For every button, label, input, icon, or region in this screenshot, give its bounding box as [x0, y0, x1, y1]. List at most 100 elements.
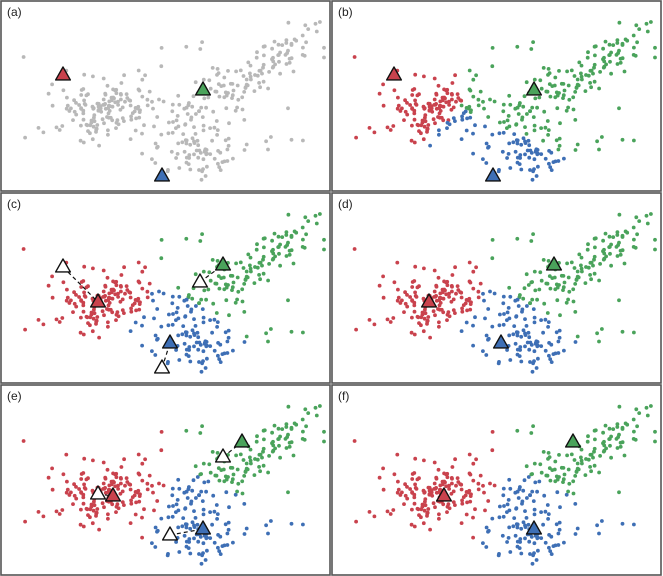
- data-point: [94, 322, 98, 326]
- data-point: [501, 109, 505, 113]
- data-point: [245, 462, 249, 466]
- data-point: [506, 119, 510, 123]
- data-point: [354, 136, 358, 140]
- data-point: [589, 85, 593, 89]
- data-point: [85, 123, 89, 127]
- data-point: [79, 93, 83, 97]
- data-point: [188, 168, 192, 172]
- data-point: [176, 306, 180, 310]
- data-point: [535, 344, 539, 348]
- data-point: [204, 106, 208, 110]
- data-point: [593, 255, 597, 259]
- data-point: [215, 474, 219, 478]
- data-point: [227, 521, 231, 525]
- data-point: [519, 552, 523, 556]
- data-point: [444, 281, 448, 285]
- data-point: [245, 270, 249, 274]
- data-point: [410, 316, 414, 320]
- data-point: [586, 242, 590, 246]
- data-point: [416, 123, 420, 127]
- data-point: [570, 453, 574, 457]
- data-point: [593, 464, 597, 468]
- data-point: [482, 107, 486, 111]
- data-point: [453, 503, 457, 507]
- data-point: [535, 152, 539, 156]
- data-point: [177, 317, 181, 321]
- data-point: [215, 282, 219, 286]
- data-point: [530, 298, 534, 302]
- data-point: [577, 253, 581, 257]
- data-point: [433, 482, 437, 486]
- panel-label: (f): [338, 389, 349, 403]
- data-point: [573, 282, 577, 286]
- data-point: [187, 485, 191, 489]
- data-point: [322, 238, 326, 242]
- data-point: [304, 232, 308, 236]
- data-point: [190, 489, 194, 493]
- data-point: [227, 137, 231, 141]
- data-point: [438, 104, 442, 108]
- data-point: [567, 482, 571, 486]
- data-point: [454, 292, 458, 296]
- data-point: [353, 247, 357, 251]
- data-point: [207, 78, 211, 82]
- data-point: [413, 333, 417, 337]
- data-point: [218, 287, 222, 291]
- data-point: [119, 477, 123, 481]
- data-point: [389, 128, 393, 132]
- data-point: [285, 446, 289, 450]
- data-point: [276, 437, 280, 441]
- data-point: [182, 107, 186, 111]
- data-point: [536, 165, 540, 169]
- data-point: [235, 298, 239, 302]
- data-point: [140, 78, 144, 82]
- data-point: [94, 514, 98, 518]
- data-point: [77, 103, 81, 107]
- data-point: [253, 89, 257, 93]
- data-point: [167, 505, 171, 509]
- data-point: [353, 439, 357, 443]
- data-point: [547, 128, 551, 132]
- data-point: [280, 43, 284, 47]
- data-point: [197, 109, 201, 113]
- data-point: [497, 552, 501, 556]
- data-point: [493, 292, 497, 296]
- data-point: [525, 272, 529, 276]
- data-point: [410, 523, 414, 527]
- data-point: [594, 236, 598, 240]
- data-point: [433, 98, 437, 102]
- data-point: [425, 514, 429, 518]
- data-point: [479, 282, 483, 286]
- data-point: [159, 256, 163, 260]
- data-point: [82, 118, 86, 122]
- data-point: [589, 277, 593, 281]
- data-point: [242, 74, 246, 78]
- data-point: [483, 509, 487, 513]
- data-point: [91, 75, 95, 79]
- data-point: [381, 275, 385, 279]
- data-point: [88, 131, 92, 135]
- data-point: [533, 97, 537, 101]
- data-point: [77, 295, 81, 299]
- data-point: [558, 329, 562, 333]
- data-point: [241, 492, 245, 496]
- data-point: [188, 527, 192, 531]
- data-point: [187, 293, 191, 297]
- data-point: [304, 40, 308, 44]
- data-point: [292, 262, 296, 266]
- data-point: [637, 27, 641, 31]
- data-point: [533, 508, 537, 512]
- data-point: [553, 460, 557, 464]
- data-point: [594, 428, 598, 432]
- data-point: [523, 286, 527, 290]
- data-point: [473, 123, 477, 127]
- data-point: [202, 97, 206, 101]
- data-point: [248, 456, 252, 460]
- data-point: [253, 281, 257, 285]
- data-point: [611, 43, 615, 47]
- data-point: [243, 532, 247, 536]
- data-point: [531, 40, 535, 44]
- data-point: [142, 507, 146, 511]
- data-point: [23, 136, 27, 140]
- data-point: [593, 447, 597, 451]
